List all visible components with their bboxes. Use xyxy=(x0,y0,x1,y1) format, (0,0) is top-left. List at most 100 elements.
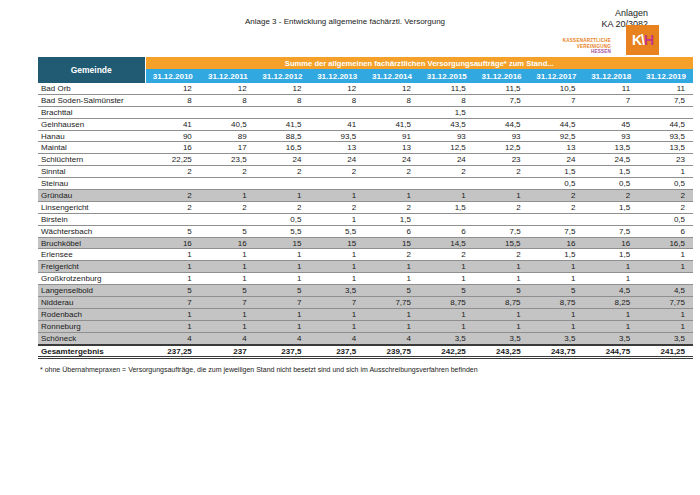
logo-mark-h: H xyxy=(644,33,653,47)
gemeinde-cell: Großkrotzenburg xyxy=(38,273,145,285)
gemeinde-cell: Langenselbold xyxy=(38,285,145,297)
value-cell: 2 xyxy=(638,201,693,213)
table-row: Brachttal 1,5 xyxy=(38,106,693,118)
value-cell: 13 xyxy=(364,142,419,154)
value-cell: 22,25 xyxy=(145,154,200,166)
value-cell: 11 xyxy=(638,83,693,94)
table-row: Gelnhausen4140,541,54141,543,544,544,545… xyxy=(38,118,693,130)
gemeinde-cell: Bruchköbel xyxy=(38,237,145,249)
value-cell: 45 xyxy=(583,118,638,130)
gemeinde-cell: Gesamtergebnis xyxy=(38,345,145,358)
value-cell: 41,5 xyxy=(364,118,419,130)
value-cell: 11,5 xyxy=(419,83,474,94)
value-cell: 11,5 xyxy=(474,83,529,94)
value-cell: 1,5 xyxy=(419,106,474,118)
value-cell: 1 xyxy=(145,273,200,285)
value-cell: 1,5 xyxy=(364,213,419,225)
value-cell: 4 xyxy=(200,332,255,344)
value-cell: 91 xyxy=(364,130,419,142)
value-cell xyxy=(419,213,474,225)
value-cell: 4,5 xyxy=(583,285,638,297)
value-cell: 1 xyxy=(583,273,638,285)
value-cell: 6 xyxy=(419,225,474,237)
year-column-header: 31.12.2015 xyxy=(419,69,474,83)
value-cell: 1 xyxy=(309,273,364,285)
value-cell: 0,5 xyxy=(638,213,693,225)
gemeinde-cell: Birstein xyxy=(38,213,145,225)
value-cell: 8,75 xyxy=(474,297,529,309)
table-row: Hanau908988,593,591939392,59393,5 xyxy=(38,130,693,142)
value-cell: 93,5 xyxy=(638,130,693,142)
value-cell: 7,75 xyxy=(638,297,693,309)
value-cell: 12,5 xyxy=(419,142,474,154)
value-cell: 244,75 xyxy=(583,345,638,358)
org-line-3: HESSEN xyxy=(563,49,611,55)
value-cell: 5 xyxy=(419,285,474,297)
table-row: Schlüchtern22,2523,524242424232424,523 xyxy=(38,154,693,166)
value-cell: 8 xyxy=(419,94,474,106)
value-cell: 23 xyxy=(474,154,529,166)
value-cell: 2 xyxy=(145,190,200,202)
value-cell: 241,25 xyxy=(638,345,693,358)
value-cell: 237 xyxy=(200,345,255,358)
value-cell: 1 xyxy=(419,273,474,285)
value-cell xyxy=(200,178,255,190)
value-cell: 1 xyxy=(145,249,200,261)
value-cell: 1 xyxy=(583,320,638,332)
value-cell: 7 xyxy=(200,297,255,309)
value-cell: 2 xyxy=(145,166,200,178)
value-cell: 11 xyxy=(583,83,638,94)
value-cell xyxy=(474,213,529,225)
value-cell: 1 xyxy=(145,261,200,273)
total-row: Gesamtergebnis237,25237237,5237,5239,752… xyxy=(38,345,693,358)
value-cell: 14,5 xyxy=(419,237,474,249)
value-cell: 10,5 xyxy=(529,83,584,94)
value-cell: 24 xyxy=(529,154,584,166)
value-cell: 1 xyxy=(419,190,474,202)
value-cell xyxy=(309,106,364,118)
value-cell: 1 xyxy=(200,308,255,320)
value-cell: 7 xyxy=(309,297,364,309)
kvh-logo-icon: K\H xyxy=(626,25,659,55)
value-cell: 44,5 xyxy=(638,118,693,130)
table-row: Gründau2111111222 xyxy=(38,190,693,202)
value-cell: 12 xyxy=(364,83,419,94)
gemeinde-cell: Schlüchtern xyxy=(38,154,145,166)
org-name: KASSENÄRZTLICHE VEREINIGUNG HESSEN xyxy=(563,38,611,55)
value-cell: 1 xyxy=(364,190,419,202)
value-cell xyxy=(364,106,419,118)
value-cell xyxy=(474,178,529,190)
value-cell: 12 xyxy=(255,83,310,94)
value-cell: 13 xyxy=(529,142,584,154)
year-column-header: 31.12.2014 xyxy=(364,69,419,83)
table-span-header: Summe der allgemeinen fachärztlichen Ver… xyxy=(145,57,693,69)
value-cell: 2 xyxy=(364,249,419,261)
value-cell: 1 xyxy=(255,308,310,320)
value-cell: 15 xyxy=(309,237,364,249)
value-cell: 12 xyxy=(200,83,255,94)
value-cell: 1 xyxy=(255,261,310,273)
table-row: Erlensee11112221,51,51 xyxy=(38,249,693,261)
value-cell: 7,5 xyxy=(474,225,529,237)
value-cell xyxy=(255,178,310,190)
value-cell: 1 xyxy=(200,190,255,202)
gemeinde-cell: Brachttal xyxy=(38,106,145,118)
value-cell: 2 xyxy=(529,190,584,202)
value-cell: 2 xyxy=(474,201,529,213)
gemeinde-cell: Gründau xyxy=(38,190,145,202)
value-cell: 1 xyxy=(145,308,200,320)
value-cell xyxy=(255,106,310,118)
gemeinde-cell: Linsengericht xyxy=(38,201,145,213)
year-column-header: 31.12.2017 xyxy=(529,69,584,83)
table-row: Wächtersbach555,55,5667,57,57,56 xyxy=(38,225,693,237)
value-cell: 2 xyxy=(638,190,693,202)
table-header-row-1: Gemeinde Summe der allgemeinen fachärztl… xyxy=(38,57,693,69)
value-cell: 2 xyxy=(419,166,474,178)
value-cell: 7 xyxy=(255,297,310,309)
value-cell: 1 xyxy=(255,320,310,332)
value-cell: 1 xyxy=(474,261,529,273)
value-cell: 3,5 xyxy=(583,332,638,344)
value-cell: 5 xyxy=(200,285,255,297)
value-cell: 7 xyxy=(583,94,638,106)
value-cell: 7 xyxy=(529,94,584,106)
